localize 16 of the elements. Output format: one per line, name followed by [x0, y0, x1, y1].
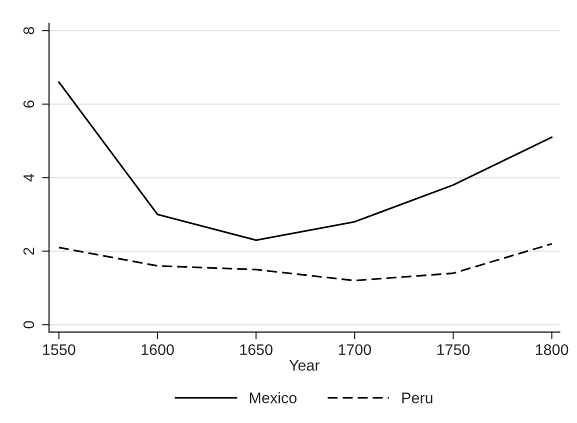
legend-label: Mexico: [250, 392, 297, 404]
x-tick-label: 1550: [43, 344, 76, 356]
x-axis-title: Year: [289, 360, 320, 371]
line-series: [58, 242, 553, 282]
y-tick-label: 4: [24, 174, 34, 182]
x-tick-label: 1700: [338, 344, 372, 356]
x-tick-label: 1600: [142, 344, 174, 356]
line-series: [58, 81, 553, 241]
y-tick-label: 0: [23, 321, 34, 328]
x-tick-label: 1750: [437, 344, 470, 356]
legend-label: Peru: [402, 392, 432, 404]
y-tick-label: 8: [23, 27, 34, 34]
x-tick-label: 1650: [240, 344, 272, 356]
y-tick-label: 6: [23, 100, 34, 108]
y-tick-label: 2: [23, 248, 34, 255]
x-tick-label: 1800: [536, 344, 568, 356]
